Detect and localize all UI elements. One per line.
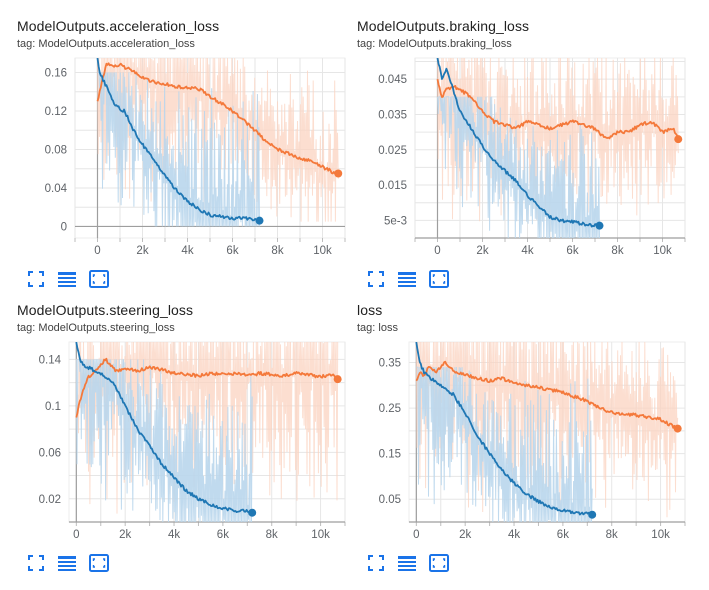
smoothed-series-line bbox=[96, 62, 339, 176]
series-end-point bbox=[588, 510, 597, 519]
x-tick-label: 2k bbox=[476, 245, 488, 257]
y-tick-label: 0.04 bbox=[45, 183, 68, 195]
chart-card: ModelOutputs.acceleration_loss tag: Model… bbox=[17, 18, 357, 303]
raw-series-line bbox=[437, 96, 600, 238]
raw-series-line bbox=[97, 58, 339, 222]
x-tick-label: 2k bbox=[119, 529, 131, 541]
chart-tag: tag: ModelOutputs.steering_loss bbox=[17, 322, 175, 334]
y-tick-label: 0.015 bbox=[378, 180, 407, 192]
data-table-icon[interactable] bbox=[397, 270, 417, 288]
chart-plot[interactable]: 0.05 0.15 0.25 0.35 0 2k 4k 6k 8k 10k bbox=[357, 341, 686, 560]
y-tick-label: 0.1 bbox=[45, 401, 61, 413]
series-end-point bbox=[673, 424, 682, 433]
y-tick-label: 0.05 bbox=[379, 494, 401, 506]
fullscreen-icon[interactable] bbox=[367, 554, 387, 572]
y-tick-label: 0.06 bbox=[39, 447, 61, 459]
x-tick-label: 8k bbox=[611, 245, 623, 257]
x-tick-label: 2k bbox=[459, 529, 471, 541]
y-tick-label: 0.14 bbox=[39, 354, 62, 366]
series-end-point bbox=[248, 508, 257, 517]
series-end-point bbox=[334, 169, 343, 178]
y-tick-label: 0.08 bbox=[45, 144, 67, 156]
smoothed-series-line bbox=[75, 357, 339, 418]
raw-series-line bbox=[416, 366, 593, 522]
y-tick-label: 0.025 bbox=[378, 145, 407, 157]
x-tick-label: 10k bbox=[651, 529, 670, 541]
raw-series-line bbox=[97, 71, 260, 227]
chart-tag: tag: ModelOutputs.braking_loss bbox=[357, 38, 512, 50]
y-tick-label: 5e-3 bbox=[384, 215, 407, 227]
data-table-icon[interactable] bbox=[57, 554, 77, 572]
y-tick-label: 0.35 bbox=[379, 358, 401, 370]
x-tick-label: 10k bbox=[653, 245, 672, 257]
y-tick-label: 0 bbox=[61, 221, 67, 233]
x-tick-label: 4k bbox=[521, 245, 533, 257]
x-tick-label: 6k bbox=[226, 245, 238, 257]
x-tick-label: 6k bbox=[566, 245, 578, 257]
y-tick-label: 0.25 bbox=[379, 403, 401, 415]
y-tick-label: 0.12 bbox=[45, 106, 67, 118]
series-end-point bbox=[595, 221, 604, 230]
data-table-icon[interactable] bbox=[397, 554, 417, 572]
fit-domain-icon[interactable] bbox=[89, 270, 109, 288]
smoothed-series-line bbox=[96, 58, 261, 223]
x-tick-label: 8k bbox=[271, 245, 283, 257]
x-tick-label: 8k bbox=[606, 529, 618, 541]
series-end-point bbox=[674, 135, 683, 144]
chart-title: ModelOutputs.steering_loss bbox=[17, 302, 194, 318]
y-tick-label: 0.045 bbox=[378, 74, 407, 86]
smoothed-series-line bbox=[436, 79, 680, 140]
x-tick-label: 4k bbox=[508, 529, 520, 541]
x-tick-label: 4k bbox=[168, 529, 180, 541]
y-tick-label: 0.15 bbox=[379, 449, 401, 461]
fit-domain-icon[interactable] bbox=[89, 554, 109, 572]
x-tick-label: 10k bbox=[311, 529, 330, 541]
chart-card: ModelOutputs.steering_loss tag: ModelOutp… bbox=[17, 302, 357, 587]
x-tick-label: 10k bbox=[313, 245, 332, 257]
chart-plot[interactable]: 0.02 0.06 0.1 0.14 0 2k 4k 6k 8k 10k bbox=[17, 341, 346, 560]
fullscreen-icon[interactable] bbox=[27, 554, 47, 572]
x-tick-label: 0 bbox=[413, 529, 419, 541]
series-end-point bbox=[333, 375, 342, 384]
x-tick-label: 6k bbox=[217, 529, 229, 541]
x-tick-label: 2k bbox=[136, 245, 148, 257]
raw-series-line bbox=[75, 358, 253, 522]
smoothed-series-line bbox=[75, 342, 253, 515]
fit-domain-icon[interactable] bbox=[429, 554, 449, 572]
chart-title: ModelOutputs.braking_loss bbox=[357, 18, 530, 34]
chart-tag: tag: ModelOutputs.acceleration_loss bbox=[17, 38, 195, 50]
chart-plot[interactable]: 5e-3 0.015 0.025 0.035 0.045 0 2k 4k 6k 8k 10k bbox=[357, 57, 686, 276]
chart-title: ModelOutputs.acceleration_loss bbox=[17, 18, 220, 34]
x-tick-label: 6k bbox=[557, 529, 569, 541]
y-tick-label: 0.035 bbox=[378, 109, 407, 121]
smoothed-series-line bbox=[436, 58, 600, 228]
series-end-point bbox=[255, 216, 264, 225]
chart-tag: tag: loss bbox=[357, 322, 398, 334]
fit-domain-icon[interactable] bbox=[429, 270, 449, 288]
fullscreen-icon[interactable] bbox=[27, 270, 47, 288]
chart-plot[interactable]: 0 0.04 0.08 0.12 0.16 0 2k 4k 6k 8k 10k bbox=[17, 57, 346, 276]
smoothed-series-line bbox=[415, 360, 679, 430]
smoothed-series-line bbox=[415, 342, 593, 516]
x-tick-label: 0 bbox=[94, 245, 100, 257]
y-tick-label: 0.02 bbox=[39, 494, 61, 506]
x-tick-label: 4k bbox=[181, 245, 193, 257]
x-tick-label: 0 bbox=[73, 529, 79, 541]
data-table-icon[interactable] bbox=[57, 270, 77, 288]
chart-card: ModelOutputs.braking_loss tag: ModelOutpu… bbox=[357, 18, 697, 303]
x-tick-label: 8k bbox=[266, 529, 278, 541]
chart-card: loss tag: loss 0.05 0.15 0.25 0.35 0 2k 4k 6k 8k 10… bbox=[357, 302, 697, 587]
y-tick-label: 0.16 bbox=[45, 67, 67, 79]
fullscreen-icon[interactable] bbox=[367, 270, 387, 288]
chart-title: loss bbox=[357, 302, 383, 318]
x-tick-label: 0 bbox=[434, 245, 440, 257]
